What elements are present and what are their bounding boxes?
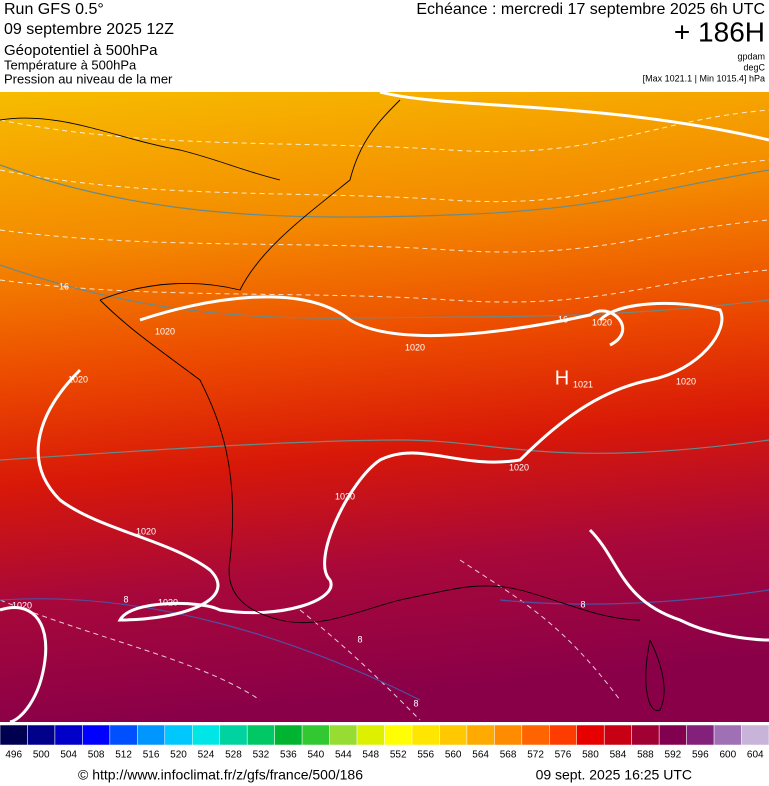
colorbar-swatch [439,724,468,746]
colorbar-label: 576 [555,750,572,761]
colorbar-swatch [686,724,715,746]
colorbar-swatch [521,724,550,746]
colorbar-label: 592 [665,750,682,761]
lead-time: + 186H [674,16,765,47]
coastlines [0,99,665,712]
contour-label: 1020 [592,317,612,327]
source-url: © http://www.infoclimat.fr/z/gfs/france/… [78,767,363,783]
colorbar-label: 548 [362,750,379,761]
colorbar-label: 552 [390,750,407,761]
colorbar-label: 572 [527,750,544,761]
contour-label: 1020 [68,374,88,384]
colorbar-label: 512 [115,750,132,761]
colorbar-label: 520 [170,750,187,761]
colorbar-swatch [494,724,523,746]
contour-label: 8 [123,594,128,604]
colorbar-swatch [0,724,28,746]
colorbar-swatch [741,724,769,746]
colorbar-label: 560 [445,750,462,761]
isobars [0,90,769,724]
contour-label: H [555,367,569,389]
colorbar-swatch [27,724,56,746]
colorbar-label: 536 [280,750,297,761]
contour-label: 1020 [335,491,355,501]
colorbar-label: 504 [60,750,77,761]
colorbar-label: 600 [719,750,736,761]
unit: [Max 1021.1 | Min 1015.4] hPa [643,73,765,83]
valid-time: Echéance : mercredi 17 septembre 2025 6h… [416,1,765,18]
contour-label: 1020 [158,597,178,607]
colorbar-label: 584 [610,750,627,761]
contour-label: 1020 [12,600,32,610]
colorbar-label: 580 [582,750,599,761]
colorbar-label: 532 [253,750,270,761]
colorbar-swatch [246,724,275,746]
colorbar-swatch [109,724,138,746]
colorbar-swatch [356,724,385,746]
colorbar-label: 524 [198,750,215,761]
colorbar-label: 500 [33,750,50,761]
colorbar-label: 540 [307,750,324,761]
colorbar-swatch [549,724,577,746]
timestamp: 09 sept. 2025 16:25 UTC [536,767,692,783]
contour-label: 1020 [136,526,156,536]
colorbar-label: 568 [500,750,517,761]
colorbar-label: 516 [143,750,160,761]
contour-label: 1020 [405,342,425,352]
contour-label: 1020 [155,326,175,336]
colorbar-swatch [82,724,111,746]
colorbar-swatch [329,724,358,746]
colorbar-label: 496 [5,750,22,761]
unit: gpdam [737,51,765,61]
contour-label: 8 [580,599,585,609]
colorbar-swatch [658,724,687,746]
field3: Pression au niveau de la mer [4,71,173,86]
isotherms [0,109,769,721]
colorbar-label: 528 [225,750,242,761]
colorbar-swatch [576,724,605,746]
colorbar-swatch [384,724,413,746]
colorbar-swatch [137,724,166,746]
run-date: 09 septembre 2025 12Z [4,21,174,38]
field-background [0,92,769,722]
colorbar-swatch [631,724,660,746]
colorbar-swatch [301,724,330,746]
colorbar-label: 508 [88,750,105,761]
contour-label: 16 [59,281,69,291]
colorbar-label: 596 [692,750,709,761]
colorbar-swatch [603,724,632,746]
contour-label: 8 [357,634,362,644]
colorbar-swatch [54,724,83,746]
colorbar-label: 564 [472,750,489,761]
contour-label: 8 [413,698,418,708]
colorbar-swatch [164,724,193,746]
colorbar-swatch [411,724,440,746]
colorbar-swatch [274,724,303,746]
colorbar-swatch [219,724,248,746]
contour-label: 1021 [573,379,593,389]
field2: Température à 500hPa [4,57,137,72]
contour-label: 16 [558,314,568,324]
colorbar-label: 556 [417,750,434,761]
contour-label: 1020 [676,376,696,386]
colorbar-label: 604 [747,750,764,761]
colorbar-swatch [192,724,220,746]
colorbar-swatch [713,724,742,746]
colorbar-swatch [466,724,495,746]
contour-label: 1020 [509,462,529,472]
run: Run GFS 0.5° [4,1,104,18]
field: Géopotentiel à 500hPa [4,42,158,59]
unit: degC [743,62,765,72]
colorbar-label: 544 [335,750,352,761]
colorbar-label: 588 [637,750,654,761]
